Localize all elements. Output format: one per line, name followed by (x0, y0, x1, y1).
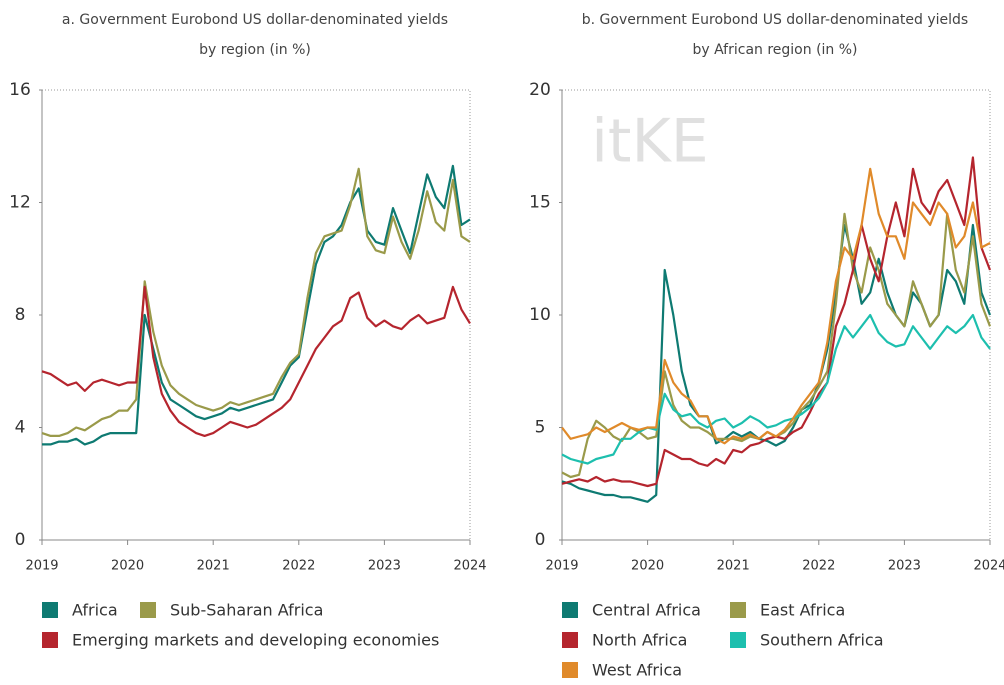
legend-label: Sub-Saharan Africa (170, 601, 323, 620)
series-line (561, 313, 991, 465)
x-tick-label: 2023 (368, 559, 401, 574)
y-tick-label: 4 (15, 418, 26, 438)
series-line (42, 164, 471, 446)
legend-label: Emerging markets and developing economie… (72, 631, 439, 650)
series-line (561, 167, 991, 445)
y-tick-label: 8 (15, 305, 26, 325)
y-tick-label: 10 (529, 305, 551, 325)
series-line (41, 285, 471, 437)
chart-title: by African region (in %) (692, 42, 857, 58)
y-tick-label: 20 (529, 80, 551, 100)
legend-label: Africa (72, 601, 118, 620)
legend-swatch (562, 662, 578, 678)
legend-label: West Africa (592, 661, 682, 680)
legend-label: North Africa (592, 631, 687, 650)
legend-swatch (562, 632, 578, 648)
legend-swatch (140, 602, 156, 618)
x-tick-label: 2022 (802, 559, 835, 574)
legend-label: Southern Africa (760, 631, 884, 650)
y-tick-label: 5 (535, 418, 546, 438)
x-tick-label: 2019 (25, 559, 58, 574)
watermark: itKE (591, 107, 708, 177)
chart-title: b. Government Eurobond US dollar-denomin… (582, 12, 968, 28)
legend-swatch (42, 632, 58, 648)
x-tick-label: 2024 (453, 559, 486, 574)
legend-swatch (42, 602, 58, 618)
x-tick-label: 2019 (545, 559, 578, 574)
x-tick-label: 2022 (282, 559, 315, 574)
y-tick-label: 16 (9, 80, 31, 100)
y-tick-label: 0 (15, 530, 26, 550)
legend-label: Central Africa (592, 601, 701, 620)
x-tick-label: 2021 (717, 559, 750, 574)
x-tick-label: 2023 (888, 559, 921, 574)
plot-frame (42, 89, 471, 540)
legend-swatch (730, 632, 746, 648)
x-tick-label: 2020 (631, 559, 664, 574)
chart-title: a. Government Eurobond US dollar-denomin… (62, 12, 448, 28)
y-tick-label: 0 (535, 530, 546, 550)
x-tick-label: 2021 (197, 559, 230, 574)
legend-swatch (562, 602, 578, 618)
legend-swatch (730, 602, 746, 618)
x-tick-label: 2020 (111, 559, 144, 574)
y-tick-label: 12 (9, 193, 31, 213)
x-tick-label: 2024 (973, 559, 1004, 574)
legend-label: East Africa (760, 601, 845, 620)
chart-title: by region (in %) (199, 42, 311, 58)
series-line (41, 167, 471, 437)
series-line (561, 223, 992, 503)
y-tick-label: 15 (529, 193, 551, 213)
